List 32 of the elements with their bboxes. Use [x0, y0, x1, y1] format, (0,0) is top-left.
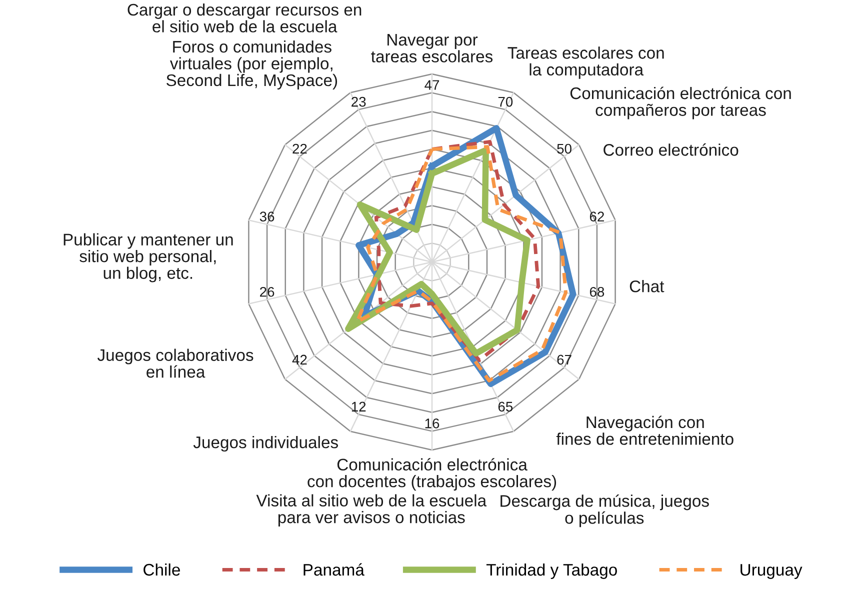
text: 65 [498, 402, 513, 412]
text: 70 [498, 96, 513, 107]
text: 16 [425, 418, 440, 428]
spoke-label: Comunicación electrónica con docentes (trabajos escolares) [308, 458, 556, 491]
text: 62 [590, 212, 604, 222]
spoke-label: Navegar por tareas escolares [371, 34, 493, 62]
spoke-label: Juegos individuales [193, 436, 338, 452]
text: 68 [590, 286, 604, 297]
text: 67 [557, 354, 572, 365]
text: 12 [352, 402, 366, 412]
spoke-label: Cargar o descargar recursos en el sitio web de la escuela [128, 3, 362, 32]
spoke-label: Juegos colaborativos en línea [97, 348, 254, 378]
spoke-label: Visita al sitio web de la escuela para ver avisos o noticias [256, 494, 487, 527]
legend-label: Chile [144, 563, 180, 576]
spoke-label: Publicar y mantener un sitio web personal, un blog, etc. [64, 233, 233, 282]
spoke-label: Descarga de música, juegos o películas [500, 494, 709, 528]
text: 50 [557, 144, 572, 154]
text: 47 [424, 80, 440, 90]
spoke-label: Correo electrónico [604, 143, 738, 156]
legend-label: Trinidad y Tabago [486, 563, 617, 579]
text: 26 [260, 286, 274, 297]
text: 36 [260, 212, 274, 222]
text: 23 [352, 96, 366, 107]
text: 42 [292, 354, 307, 365]
legend-label: Uruguay [740, 564, 802, 579]
text: 22 [292, 144, 307, 154]
spoke-label: Navegación con fines de entretenimiento [556, 416, 734, 445]
spoke-label: Tareas escolares con la computadora [508, 46, 664, 79]
spoke-label: Chat [630, 280, 664, 292]
spoke-label: Foros o comunidades virtuales (por ejemplo, Second Life, MySpace) [166, 40, 338, 90]
spoke-label: Comunicación electrónica con compañeros por tareas [570, 86, 791, 120]
legend-label: Panamá [304, 563, 364, 576]
